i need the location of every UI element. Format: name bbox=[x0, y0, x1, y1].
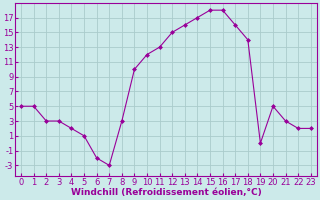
X-axis label: Windchill (Refroidissement éolien,°C): Windchill (Refroidissement éolien,°C) bbox=[70, 188, 261, 197]
